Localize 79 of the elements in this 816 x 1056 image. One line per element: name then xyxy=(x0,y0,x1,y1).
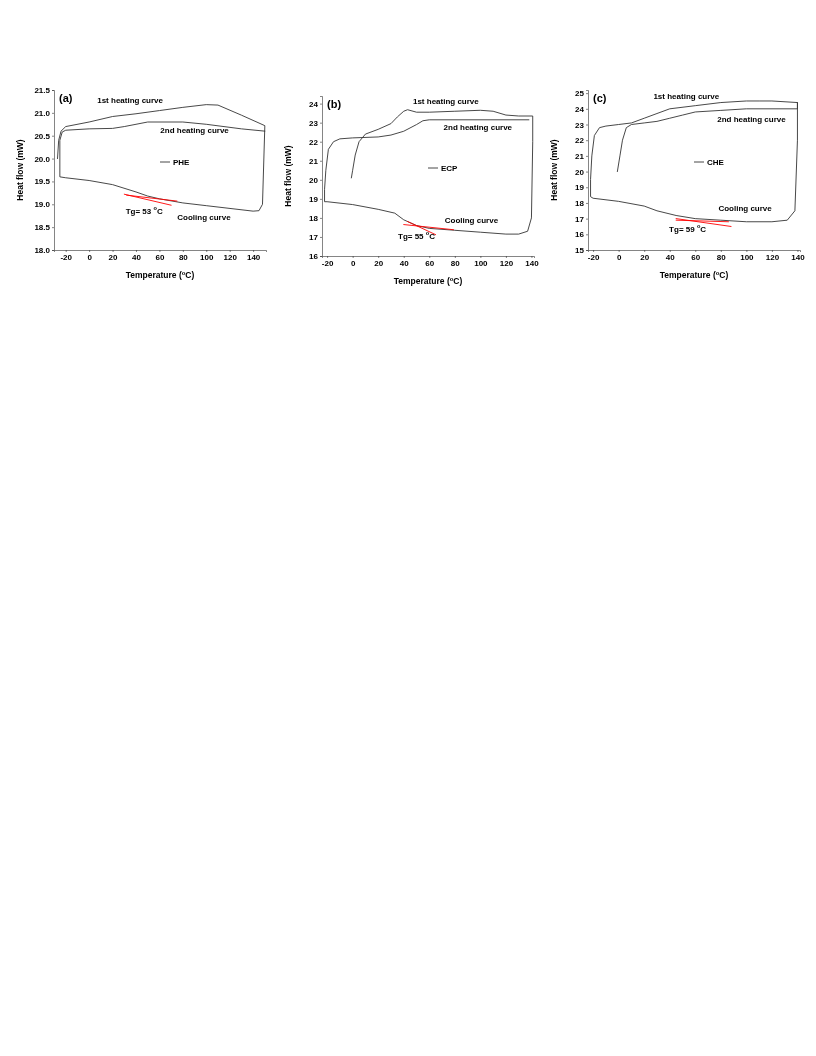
x-tick-label: -20 xyxy=(60,252,73,262)
x-tick-label: 0 xyxy=(616,252,622,262)
x-tick-label: -20 xyxy=(587,252,600,262)
x-tick-label: 20 xyxy=(374,258,384,268)
x-tick-label: 80 xyxy=(450,258,461,268)
y-tick-label: 20 xyxy=(575,167,585,177)
y-tick-label: 20 xyxy=(309,175,319,185)
y-tick-label: 16 xyxy=(575,230,585,240)
annotation: 1st heating curve xyxy=(412,97,480,107)
x-tick-label: 100 xyxy=(474,258,489,268)
y-tick-label: 20.0 xyxy=(34,154,51,164)
annotation: 2nd heating curve xyxy=(160,126,230,136)
x-tick-label: 60 xyxy=(425,258,435,268)
x-tick-label: 120 xyxy=(765,252,780,262)
y-tick-label: 21 xyxy=(309,156,319,166)
annotation: 2nd heating curve xyxy=(717,114,787,124)
x-tick-label: 100 xyxy=(200,252,214,262)
x-tick-label: 100 xyxy=(740,252,755,262)
y-tick-label: 16 xyxy=(309,252,319,262)
y-tick-label: 21 xyxy=(575,151,585,161)
x-tick-label: 40 xyxy=(665,252,676,262)
y-tick-label: 18.0 xyxy=(34,246,51,256)
x-tick-label: 0 xyxy=(350,258,356,268)
y-tick-label: 24 xyxy=(309,99,319,109)
annotation: 2nd heating curve xyxy=(443,123,513,133)
x-tick-label: 60 xyxy=(155,252,165,262)
y-tick-label: 17 xyxy=(575,214,585,224)
annotation: Cooling curve xyxy=(444,215,499,225)
annotation: 1st heating curve xyxy=(653,91,720,101)
x-tick-label: 40 xyxy=(399,258,410,268)
x-tick-label: 60 xyxy=(691,252,701,262)
annotation: Tg= 55 $^{o}$C xyxy=(398,230,436,242)
y-tick-label: 19.0 xyxy=(34,200,51,210)
x-axis-title: Temperature ($^{o}$C) xyxy=(659,270,729,280)
annotation: (a) xyxy=(59,92,73,104)
y-tick-label: 23 xyxy=(309,118,319,128)
x-tick-label: 140 xyxy=(525,258,540,268)
legend-label: CHE xyxy=(707,157,725,167)
x-tick-label: 20 xyxy=(640,252,650,262)
x-tick-label: 80 xyxy=(716,252,727,262)
y-tick-label: 21.5 xyxy=(34,86,51,96)
y-tick-label: 22 xyxy=(309,137,319,147)
y-axis-title: Heat flow (mW) xyxy=(15,139,25,201)
x-tick-label: -20 xyxy=(321,258,334,268)
legend-label: ECP xyxy=(441,163,459,173)
legend-label: PHE xyxy=(173,157,191,167)
y-tick-label: 25 xyxy=(575,89,585,99)
x-tick-label: 20 xyxy=(108,252,119,262)
y-tick-label: 17 xyxy=(309,233,319,243)
annotation: (b) xyxy=(327,98,342,110)
y-tick-label: 19.5 xyxy=(34,177,51,187)
y-axis-title: Heat flow (mW) xyxy=(283,145,293,207)
annotation: Cooling curve xyxy=(177,212,232,222)
annotation: 1st heating curve xyxy=(97,96,164,106)
x-tick-label: 80 xyxy=(178,252,189,262)
y-tick-label: 24 xyxy=(575,104,585,114)
x-tick-label: 0 xyxy=(87,252,93,262)
x-axis-title: Temperature ($^{o}$C) xyxy=(125,270,195,280)
x-axis-title: Temperature ($^{o}$C) xyxy=(393,276,463,286)
y-tick-label: 18 xyxy=(309,213,319,223)
annotation: Tg= 53 $^{o}$C xyxy=(125,205,163,216)
y-tick-label: 23 xyxy=(575,120,585,130)
y-tick-label: 20.5 xyxy=(34,131,51,141)
y-tick-label: 15 xyxy=(575,246,585,256)
annotation: (c) xyxy=(593,92,607,104)
y-tick-label: 22 xyxy=(575,136,585,146)
y-tick-label: 18 xyxy=(575,199,585,208)
x-tick-label: 140 xyxy=(246,252,261,262)
y-tick-label: 18.5 xyxy=(34,223,51,233)
y-axis-title: Heat flow (mW) xyxy=(549,139,559,201)
x-tick-label: 40 xyxy=(132,252,142,262)
y-tick-label: 19 xyxy=(575,183,585,193)
x-tick-label: 140 xyxy=(791,252,806,262)
x-tick-label: 120 xyxy=(499,258,514,268)
annotation: Cooling curve xyxy=(718,203,773,213)
x-tick-label: 120 xyxy=(223,252,238,262)
y-tick-label: 21.0 xyxy=(34,108,51,118)
annotation: Tg= 59 $^{o}$C xyxy=(669,223,707,234)
y-tick-label: 19 xyxy=(309,194,319,204)
